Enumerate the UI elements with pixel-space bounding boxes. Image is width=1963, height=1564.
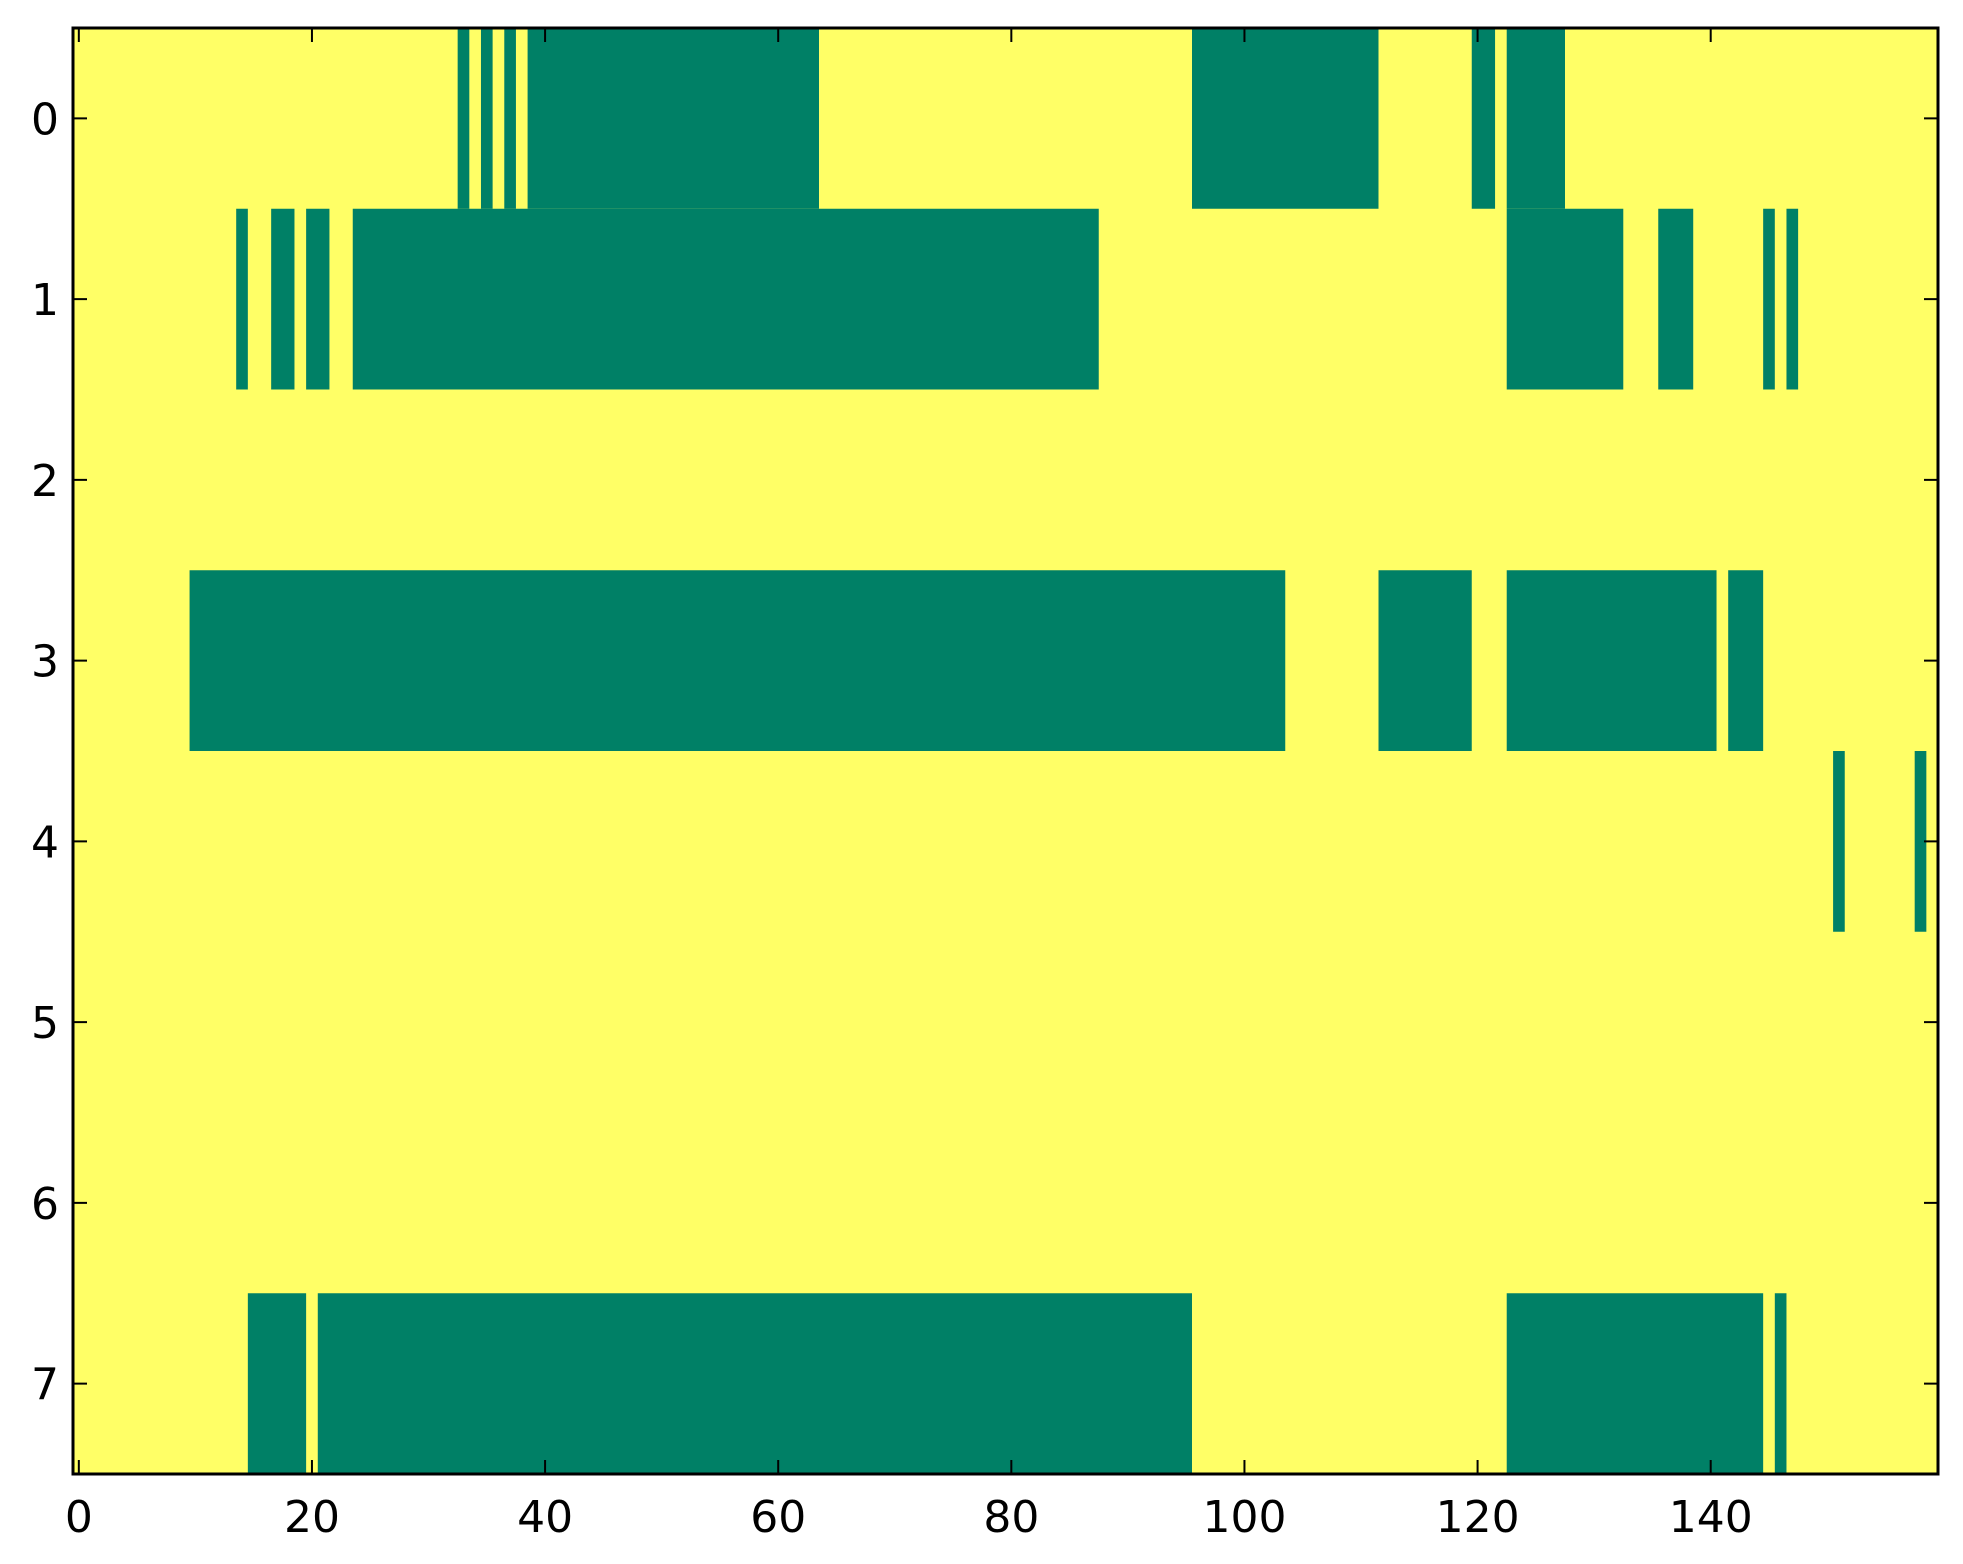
x-tick-label: 120: [1436, 1492, 1520, 1543]
plot-frame: [71, 26, 1940, 1476]
heatmap-cell-run: [457, 28, 470, 209]
heatmap-cells: [189, 28, 1927, 1474]
heatmap-cell-run: [1506, 1293, 1764, 1474]
x-tick-label: 20: [284, 1492, 340, 1543]
heatmap-cell-run: [1471, 28, 1496, 209]
x-tick-label: 60: [750, 1492, 806, 1543]
heatmap-cell-run: [1833, 751, 1845, 932]
heatmap-cell-run: [1728, 570, 1764, 751]
heatmap-cell-run: [1506, 28, 1565, 209]
x-tick-label: 0: [65, 1492, 93, 1543]
y-tick-label: 5: [31, 998, 59, 1049]
x-tick-label: 40: [517, 1492, 573, 1543]
heatmap-cell-run: [189, 570, 1286, 751]
heatmap-cell-run: [1914, 751, 1927, 932]
heatmap-cell-run: [247, 1293, 307, 1474]
y-tick-label: 0: [31, 94, 59, 145]
x-tick-labels: 0 20 40 60 80 100 120 140: [65, 1492, 1753, 1543]
heatmap-cell-run: [1658, 208, 1694, 390]
x-tick-label: 100: [1202, 1492, 1286, 1543]
heatmap-cell-run: [480, 28, 493, 209]
heatmap-cell-run: [271, 208, 295, 390]
heatmap-cell-run: [306, 208, 330, 390]
heatmap-cell-run: [1192, 28, 1379, 209]
y-tick-label: 1: [31, 275, 59, 326]
heatmap-cell-run: [504, 28, 516, 209]
y-tick-label: 6: [31, 1179, 59, 1230]
heatmap-cell-run: [1763, 208, 1775, 390]
y-tick-label: 3: [31, 637, 59, 688]
heatmap-cell-run: [236, 208, 248, 390]
y-tick-label: 4: [31, 817, 59, 868]
heatmap-cell-run: [1506, 208, 1624, 390]
axis-ticks: [73, 28, 1938, 1474]
heatmap-cell-run: [352, 208, 1099, 390]
heatmap-cell-run: [1506, 570, 1717, 751]
heatmap-cell-run: [1378, 570, 1472, 751]
heatmap-cell-run: [317, 1293, 1192, 1474]
x-tick-label: 80: [983, 1492, 1039, 1543]
heatmap-cell-run: [1774, 1293, 1787, 1474]
heatmap-cell-run: [1786, 208, 1799, 390]
x-tick-label: 140: [1669, 1492, 1753, 1543]
y-tick-labels: 0 1 2 3 4 5 6 7: [31, 94, 59, 1410]
heatmap-cell-run: [527, 28, 819, 209]
y-tick-label: 7: [31, 1360, 59, 1411]
y-tick-label: 2: [31, 456, 59, 507]
